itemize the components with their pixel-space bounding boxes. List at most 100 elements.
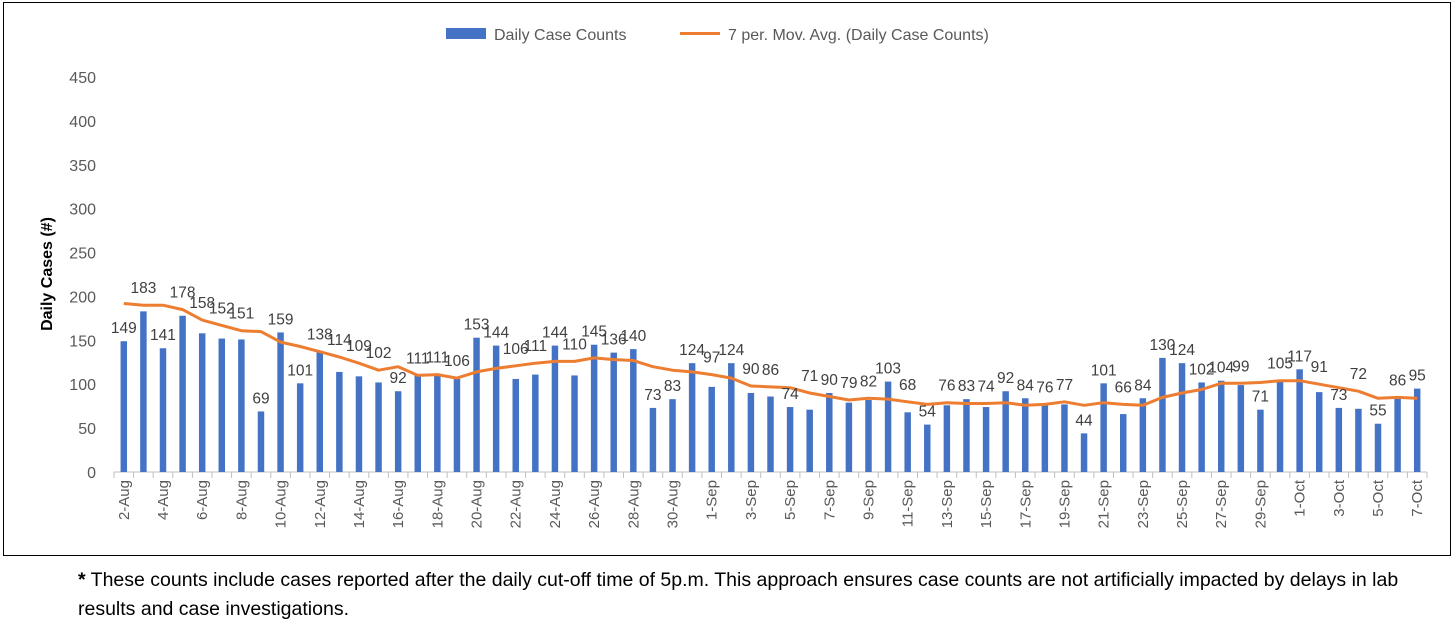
data-label: 73 <box>644 387 661 404</box>
chart-frame <box>3 2 1451 556</box>
data-label: 66 <box>1115 379 1132 396</box>
data-label: 117 <box>1287 348 1312 365</box>
bar <box>610 352 617 472</box>
footnote: * These counts include cases reported af… <box>78 566 1438 624</box>
data-label: 74 <box>781 386 799 403</box>
data-label: 104 <box>1208 360 1234 377</box>
data-label: 105 <box>1267 356 1293 373</box>
bar <box>238 339 245 472</box>
bar <box>1139 398 1147 472</box>
x-tick-label: 2-Aug <box>116 480 133 520</box>
data-label: 106 <box>444 353 470 370</box>
bar <box>943 405 951 472</box>
data-label: 149 <box>111 320 137 337</box>
bar <box>414 374 421 472</box>
bar <box>159 348 167 472</box>
x-tick-label: 25-Sep <box>1174 480 1191 528</box>
y-tick-label: 450 <box>69 70 96 87</box>
y-tick-label: 300 <box>69 202 96 219</box>
data-label: 111 <box>406 350 430 367</box>
data-label: 92 <box>390 370 407 387</box>
x-tick-label: 6-Aug <box>194 480 211 520</box>
data-label: 74 <box>977 379 995 396</box>
legend-line-label: 7 per. Mov. Avg. (Daily Case Counts) <box>728 27 989 44</box>
data-label: 183 <box>130 280 156 297</box>
bar <box>1100 383 1107 472</box>
bar <box>316 350 324 472</box>
x-tick-label: 23-Sep <box>1135 480 1152 528</box>
data-label: 153 <box>464 317 490 334</box>
bar <box>1413 388 1421 472</box>
y-tick-label: 150 <box>69 333 96 350</box>
data-label: 84 <box>1017 377 1035 394</box>
bar <box>1041 405 1049 472</box>
y-tick-label: 400 <box>69 114 96 131</box>
y-tick-label: 50 <box>78 421 96 438</box>
x-tick-label: 1-Oct <box>1292 479 1309 517</box>
data-label: 102 <box>366 345 392 362</box>
bar <box>688 363 696 472</box>
y-tick-label: 350 <box>69 158 96 175</box>
data-label: 144 <box>483 325 509 342</box>
bar <box>434 374 441 472</box>
bar <box>826 393 833 472</box>
x-tick-label: 10-Aug <box>273 480 290 528</box>
data-label: 151 <box>228 306 254 323</box>
bar <box>1080 433 1088 472</box>
data-label: 73 <box>1330 387 1347 404</box>
data-label: 124 <box>718 342 744 359</box>
bar <box>296 383 304 472</box>
data-label: 101 <box>1091 362 1117 379</box>
bar <box>453 378 461 472</box>
x-tick-label: 27-Sep <box>1213 480 1230 528</box>
bar <box>1374 423 1382 472</box>
bar <box>1296 369 1303 472</box>
bar <box>747 393 755 472</box>
data-label: 83 <box>664 378 681 395</box>
data-label: 83 <box>958 378 975 395</box>
bar <box>924 424 931 472</box>
x-tick-label: 5-Sep <box>782 480 799 520</box>
bar <box>982 407 990 472</box>
data-label: 138 <box>307 327 333 344</box>
x-tick-label: 29-Sep <box>1252 480 1269 528</box>
x-tick-label: 1-Sep <box>704 480 721 520</box>
data-label: 109 <box>346 338 372 355</box>
bar-series-daily-case-counts <box>120 311 1421 472</box>
footnote-text: These counts include cases reported afte… <box>78 569 1399 620</box>
data-label: 145 <box>581 324 607 341</box>
data-label: 158 <box>189 295 215 312</box>
legend-bar-swatch <box>446 28 486 39</box>
data-label: 110 <box>562 336 587 353</box>
data-label: 130 <box>1150 337 1176 354</box>
data-label: 82 <box>860 373 877 390</box>
bar <box>884 381 892 472</box>
bar <box>1022 398 1029 472</box>
legend-bar-label: Daily Case Counts <box>494 27 627 44</box>
footnote-star: * <box>78 569 86 591</box>
data-label: 84 <box>1134 377 1152 394</box>
x-tick-label: 7-Oct <box>1409 479 1426 517</box>
x-tick-label: 14-Aug <box>351 480 368 528</box>
y-tick-label: 0 <box>87 465 96 482</box>
chart-legend: Daily Case Counts 7 per. Mov. Avg. (Dail… <box>446 27 989 44</box>
x-tick-label: 7-Sep <box>821 480 838 520</box>
y-tick-label: 250 <box>69 246 96 263</box>
data-label: 79 <box>840 375 857 392</box>
data-label: 152 <box>209 300 235 317</box>
data-label: 114 <box>327 332 352 349</box>
data-label: 178 <box>170 285 196 302</box>
data-labels: 1491831411781581521516915910113811410910… <box>111 280 1426 429</box>
daily-cases-chart: Daily Case Counts 7 per. Mov. Avg. (Dail… <box>39 27 1428 528</box>
bar <box>1315 392 1323 472</box>
data-label: 71 <box>1252 389 1269 406</box>
x-tick-label: 9-Sep <box>860 480 877 520</box>
bar <box>140 311 147 472</box>
bar <box>845 402 853 472</box>
data-label: 159 <box>268 311 294 328</box>
bar <box>1061 404 1068 472</box>
data-label: 136 <box>601 332 627 349</box>
bar <box>708 386 715 472</box>
x-tick-label: 4-Aug <box>155 480 172 520</box>
bar <box>904 412 911 472</box>
